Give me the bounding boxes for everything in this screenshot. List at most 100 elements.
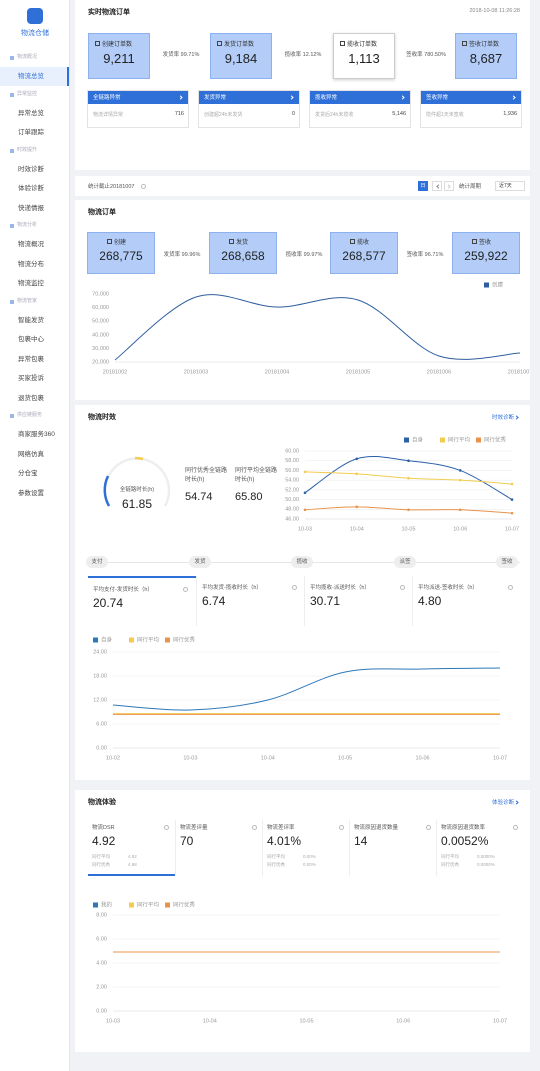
exception-title: 签收异常 xyxy=(426,95,449,101)
exception-desc: 发货后24h未揽收 xyxy=(315,112,354,118)
y-tick-label: 60.00 xyxy=(285,448,299,454)
exception-value: 5,146 xyxy=(392,111,406,117)
exception-card[interactable]: 发货异常 创建超24h未发货 0 xyxy=(198,90,300,128)
logo-icon xyxy=(27,8,43,24)
link[interactable]: 体验诊断 xyxy=(491,800,514,806)
legend-label: 同行优秀 xyxy=(484,435,507,443)
legend-label: 同行优秀 xyxy=(173,635,196,643)
exception-desc: 物流详情异常 xyxy=(93,112,124,118)
gauge-accent xyxy=(134,456,144,461)
kpi-value: 1,113 xyxy=(348,51,380,66)
line-chart: 46.00 48.00 50.00 52.00 54.00 56.00 58.00 60.00… xyxy=(285,435,519,532)
point xyxy=(510,511,514,515)
kpi-card: 签收订单数 8,687 xyxy=(455,33,517,79)
kpi-value: 268,658 xyxy=(221,249,265,263)
y-tick-label: 18.00 xyxy=(93,673,107,679)
nav-item[interactable]: 物流概况 xyxy=(18,241,44,248)
chevron xyxy=(511,95,516,100)
nav-item[interactable]: 物流总览 xyxy=(0,67,69,86)
nav-item[interactable]: 物流分布 xyxy=(18,260,44,268)
nav-item[interactable]: 买家投诉 xyxy=(18,375,44,382)
nav-item[interactable]: 参数设置 xyxy=(18,489,44,497)
exception-value: 0 xyxy=(291,111,295,117)
day-button[interactable]: 日 xyxy=(418,181,428,191)
nav-item[interactable]: 物流监控 xyxy=(18,280,44,287)
rate: 发货率 99.96% xyxy=(163,252,201,258)
metric-card: 物流差评率 4.01% 同行平均 0.00% 同行优秀 0.00% xyxy=(262,820,349,876)
nav-item[interactable]: 时效诊断 xyxy=(18,165,44,173)
nav-item[interactable]: 商家服务360 xyxy=(18,431,55,438)
rate: 发货率 99.71% xyxy=(162,52,200,58)
legend-swatch xyxy=(440,437,445,443)
step: 签收 xyxy=(496,556,518,568)
kpi-icon xyxy=(472,239,477,244)
x-tick-label: 10-03 xyxy=(298,526,312,532)
panel: 统计截止20181007 日 统计周期 近7天 xyxy=(75,176,530,196)
y-tick-label: 50.00 xyxy=(285,497,299,503)
metric-value: 0.0052% xyxy=(441,834,489,848)
nav-group: 物流管家 xyxy=(17,297,38,304)
point xyxy=(303,491,307,495)
nav-item[interactable]: 异常总览 xyxy=(18,109,44,117)
step: 揽收 xyxy=(291,556,313,568)
peer-label: 同行优秀 xyxy=(441,862,459,867)
peer-value: 54.74 xyxy=(185,491,213,503)
prev-button[interactable] xyxy=(432,181,442,191)
gauge-value: 61.85 xyxy=(121,497,153,511)
kpi-value: 8,687 xyxy=(469,51,503,66)
kpi-label: 揽收 xyxy=(357,240,370,246)
nav-item[interactable]: 网络仿真 xyxy=(18,450,44,458)
exception-header: 全链路异常 xyxy=(88,91,188,104)
nav-item[interactable]: 分仓宝 xyxy=(18,470,38,477)
exception-card[interactable]: 全链路异常 物流详情异常 716 xyxy=(87,90,189,128)
nav-item[interactable]: 包裹中心 xyxy=(18,336,44,343)
nav-item[interactable]: 体验诊断 xyxy=(18,185,44,192)
chevron xyxy=(446,184,451,189)
x-tick-label: 10-04 xyxy=(203,1018,217,1024)
section-title: 物流订单 xyxy=(88,209,116,216)
exception-card[interactable]: 签收异常 揽件超1天未签收 1,936 xyxy=(420,90,522,128)
link[interactable]: 时效诊断 xyxy=(491,415,514,421)
x-tick-label: 10-06 xyxy=(453,526,467,532)
next-button[interactable] xyxy=(444,181,454,191)
exception-desc: 创建超24h未发货 xyxy=(204,112,243,118)
y-tick-label: 50,000 xyxy=(92,319,109,325)
y-tick-label: 8.00 xyxy=(96,912,107,918)
x-tick-label: 10-02 xyxy=(106,755,120,761)
metric-label: 物流原因退货数率 xyxy=(441,825,486,831)
metric-label: 平均发货-揽收时长（h） xyxy=(202,585,262,591)
nav-item[interactable]: 异常包裹 xyxy=(18,355,44,363)
legend-swatch xyxy=(129,902,134,908)
kpi-card: 创建订单数 9,211 xyxy=(88,33,150,79)
metric-value: 14 xyxy=(354,834,368,848)
logo-text: 物流仓储 xyxy=(21,30,49,37)
metric-label: 平均支付-发货时长（h） xyxy=(93,587,153,593)
nav-item[interactable]: 退货包裹 xyxy=(18,394,44,402)
exception-card[interactable]: 揽收异常发货后24h未揽收 5,146 xyxy=(309,90,411,128)
y-tick-label: 24.00 xyxy=(93,649,107,655)
x-tick-label: 20181003 xyxy=(184,369,208,375)
y-tick-label: 70,000 xyxy=(92,291,109,297)
x-tick-label: 10-07 xyxy=(505,526,519,532)
legend-label: 创建 xyxy=(492,280,504,288)
nav-item[interactable]: 快递情报 xyxy=(18,204,44,212)
nav-group: 异常监控 xyxy=(17,90,38,97)
metric-card: 平均派送-签收时长（h） 4.80 xyxy=(412,576,520,626)
point xyxy=(355,472,359,476)
info-icon xyxy=(183,587,188,592)
nav-item[interactable]: 智能发货 xyxy=(18,316,44,324)
exception-desc: 揽件超1天未签收 xyxy=(426,112,464,118)
point xyxy=(303,470,307,474)
nav-item[interactable]: 订单跟踪 xyxy=(18,129,44,136)
period-select[interactable]: 近7天 xyxy=(495,181,525,191)
exception-header: 揽收异常 xyxy=(310,91,410,104)
peer-value: 0.00% xyxy=(303,862,316,867)
kpi-icon xyxy=(229,239,234,244)
info-icon xyxy=(508,585,513,590)
info-icon xyxy=(252,825,257,830)
metric-value: 4.92 xyxy=(92,834,116,848)
point xyxy=(458,508,462,512)
legend-swatch xyxy=(484,282,489,288)
legend-swatch xyxy=(93,637,98,643)
x-tick-label: 10-06 xyxy=(416,755,430,761)
